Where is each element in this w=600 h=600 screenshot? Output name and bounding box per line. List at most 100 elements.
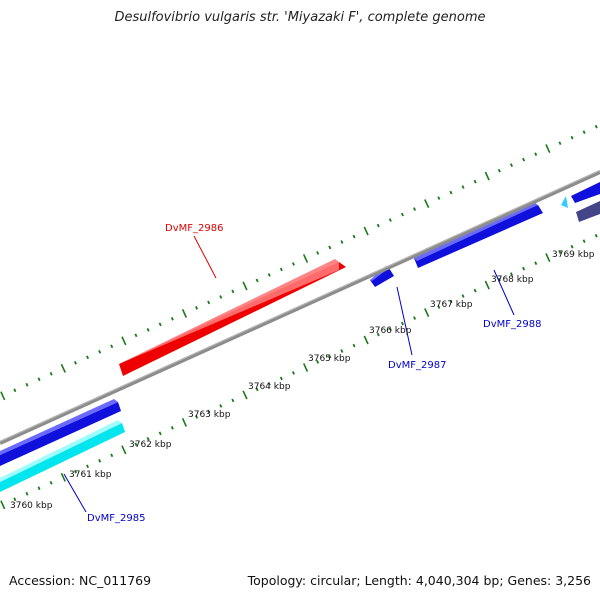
minor-tick [86,464,90,469]
label-connector-dvmf-2986 [193,235,217,279]
major-tick [484,171,490,181]
minor-tick [170,317,174,321]
gene-dvmf-2988[interactable] [414,202,543,268]
minor-tick [49,480,53,485]
minor-tick [267,382,271,386]
minor-tick [73,470,77,474]
minor-tick [413,207,417,211]
gene-right-edge-light[interactable] [561,196,568,208]
gene-label-dvmf-2987[interactable]: DvMF_2987 [388,360,446,371]
minor-tick [219,404,223,408]
genome-backbone [0,170,600,445]
minor-tick [13,388,17,393]
minor-tick [291,371,295,375]
minor-tick [291,262,295,266]
minor-tick [207,300,211,305]
minor-tick [255,278,259,283]
major-tick [121,336,127,346]
gene-dvmf-2986[interactable] [119,259,346,376]
minor-tick [534,261,538,265]
scale-label: 3762 kbp [129,440,172,450]
genome-title: Desulfovibrio vulgaris str. 'Miyazaki F'… [114,10,486,25]
scale-label: 3764 kbp [248,382,291,392]
minor-tick [522,266,526,271]
minor-tick [582,130,586,134]
minor-tick [461,185,465,189]
outer-tick-row [0,124,598,401]
minor-tick [340,240,344,244]
major-tick [363,335,369,345]
minor-tick [98,459,102,463]
minor-tick [352,343,356,348]
major-tick [424,199,430,209]
minor-tick [413,316,417,320]
minor-tick [231,398,235,403]
minor-tick [328,354,332,359]
minor-tick [110,344,114,349]
minor-tick [437,196,441,200]
major-tick [60,472,66,482]
major-tick [181,417,188,427]
minor-tick [497,277,501,282]
gene-label-dvmf-2986[interactable]: DvMF_2986 [165,223,223,234]
major-tick [424,308,430,318]
major-tick [302,254,309,263]
gene-label-dvmf-2988[interactable]: DvMF_2988 [483,319,541,330]
minor-tick [449,299,453,304]
scale-label: 3760 kbp [10,501,53,511]
minor-tick [86,355,90,360]
minor-tick [219,295,223,299]
major-tick [484,280,490,290]
minor-tick [267,273,271,277]
minor-tick [279,376,283,381]
minor-tick [522,157,526,162]
label-connector-dvmf-2985 [63,473,87,513]
minor-tick [558,141,562,145]
minor-tick [509,272,514,276]
minor-tick [328,245,332,250]
inner-tick-row [0,233,598,510]
scale-label: 3769 kbp [552,250,595,260]
minor-tick [195,306,199,310]
major-tick [181,308,188,318]
minor-tick [449,190,453,195]
minor-tick [570,135,574,140]
minor-tick [570,244,574,249]
minor-tick [98,350,102,354]
minor-tick [134,333,138,338]
minor-tick [558,250,562,254]
gene-dvmf-2985-upper[interactable] [0,399,121,466]
major-tick [0,391,6,401]
minor-tick [146,437,150,441]
minor-tick [158,431,162,436]
major-tick [302,363,309,372]
scale-label: 3761 kbp [69,470,112,480]
gene-right-edge-blue[interactable] [571,182,600,203]
major-tick [363,226,369,236]
minor-tick [25,491,29,496]
gene-dvmf-2985-lower[interactable] [0,420,125,492]
minor-tick [110,453,114,458]
minor-tick [134,442,138,447]
minor-tick [13,497,17,502]
scale-label: 3766 kbp [369,326,412,336]
minor-tick [497,168,501,173]
minor-tick [316,251,320,255]
minor-tick [400,321,404,326]
scale-label: 3765 kbp [308,354,351,364]
minor-tick [594,124,598,129]
gene-label-dvmf-2985[interactable]: DvMF_2985 [87,513,145,524]
minor-tick [158,322,162,327]
major-tick [545,253,551,263]
scale-label: 3763 kbp [188,410,231,420]
label-connector-dvmf-2987 [396,286,413,356]
minor-tick [352,234,356,239]
minor-tick [73,361,77,365]
gene-right-edge-navy[interactable] [576,201,600,222]
minor-tick [594,233,598,238]
minor-tick [473,288,477,293]
minor-tick [376,332,380,337]
minor-tick [388,218,392,222]
major-tick [242,390,248,400]
topology-text: Topology: circular; Length: 4,040,304 bp… [247,573,591,588]
